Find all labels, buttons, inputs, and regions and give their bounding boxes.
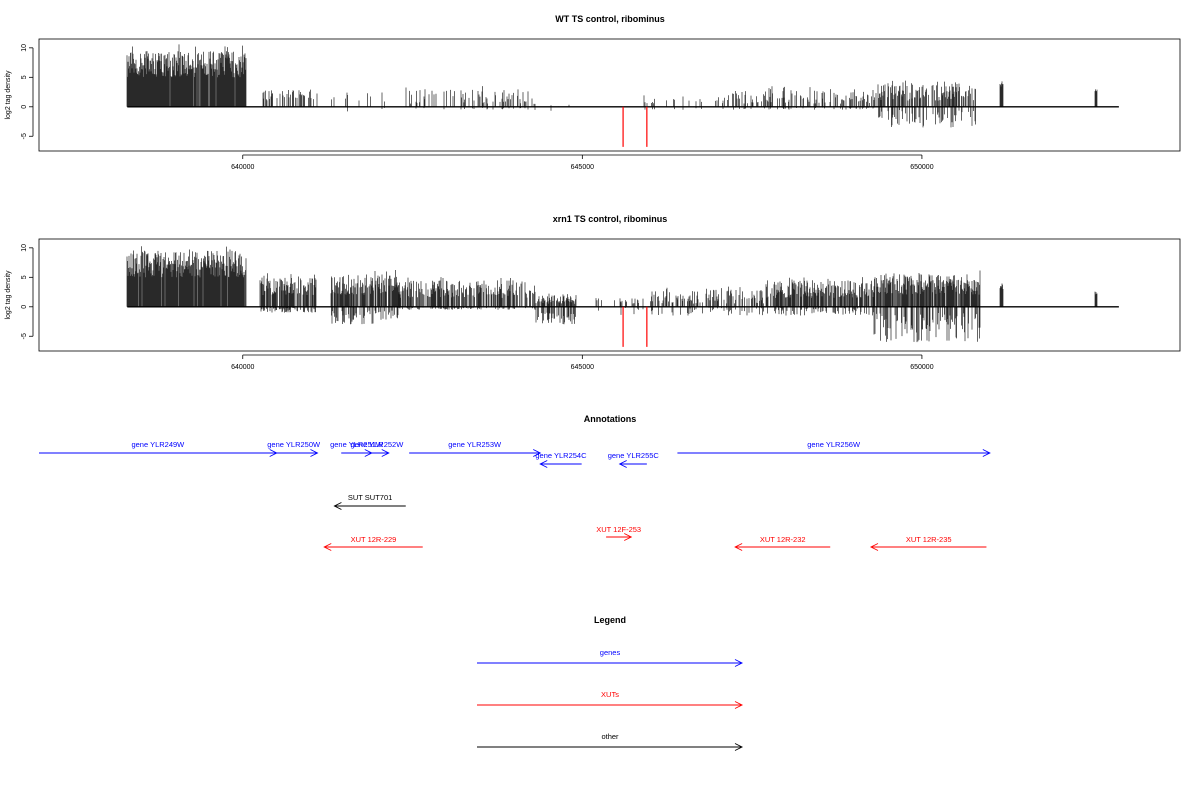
annotation-feature: XUT 12R-232 xyxy=(734,535,831,551)
wt-y-tick-label: 5 xyxy=(21,75,28,79)
annotation-label: gene YLR249W xyxy=(131,440,185,449)
xrn1-x-tick-label: 645000 xyxy=(571,364,594,371)
legend-label: other xyxy=(601,732,619,741)
annotation-arrow-head xyxy=(869,543,879,551)
legend-label: genes xyxy=(600,648,621,657)
annotation-feature: XUT 12F-253 xyxy=(596,525,641,541)
legend-label: XUTs xyxy=(601,690,619,699)
annotation-label: gene YLR253W xyxy=(448,440,502,449)
xrn1-panel: xrn1 TS control, ribominus log2 tag dens… xyxy=(5,214,1181,371)
xrn1-y-tick-label: 0 xyxy=(21,305,28,309)
annotations-track: Annotations gene YLR249W gene YLR250W gene… xyxy=(39,414,991,551)
annotations-title: Annotations xyxy=(584,414,637,424)
annotation-arrow-head xyxy=(381,449,390,457)
xrn1-signal-bars xyxy=(126,246,1119,343)
annotation-label: gene YLR252W xyxy=(350,440,404,449)
wt-y-tick-label: -5 xyxy=(21,133,28,139)
wt-y-tick-label: 0 xyxy=(21,105,28,109)
legend-item-genes: genes xyxy=(477,648,744,667)
annotation-feature: gene YLR256W xyxy=(677,440,991,457)
xrn1-y-tick-label: 5 xyxy=(21,275,28,279)
annotation-arrow-head xyxy=(333,502,342,510)
legend-item-xuts: XUTs xyxy=(477,690,744,709)
xrn1-y-axis-label: log2 tag density xyxy=(5,270,12,320)
annotation-feature: gene YLR252W xyxy=(350,440,404,457)
wt-plot-frame xyxy=(38,38,1181,152)
wt-x-tick-label: 640000 xyxy=(231,164,254,171)
annotation-label: SUT SUT701 xyxy=(348,493,392,502)
annotation-label: XUT 12R-229 xyxy=(351,535,397,544)
xrn1-marker-lines xyxy=(622,306,648,347)
legend-arrow-head xyxy=(734,743,744,751)
annotation-label: gene YLR256W xyxy=(807,440,861,449)
annotation-feature: gene YLR254C xyxy=(535,451,587,468)
annotation-feature: XUT 12R-235 xyxy=(869,535,987,551)
annotation-feature: gene YLR253W xyxy=(409,440,542,457)
xrn1-plot-frame xyxy=(38,238,1181,352)
annotation-arrow-head xyxy=(310,449,319,457)
wt-signal-bars xyxy=(126,44,1119,128)
annotation-label: gene YLR251W xyxy=(330,440,384,449)
annotation-features: gene YLR249W gene YLR250W gene YLR251Wgene… xyxy=(39,440,991,551)
annotation-arrow-head xyxy=(539,460,548,468)
annotation-label: XUT 12R-235 xyxy=(906,535,952,544)
legend-items: genes XUTs other xyxy=(477,648,744,751)
wt-x-tick-label: 645000 xyxy=(571,164,594,171)
annotation-label: gene YLR250W xyxy=(267,440,321,449)
annotation-feature: gene YLR250W xyxy=(267,440,321,457)
annotation-arrow-head xyxy=(624,533,633,541)
xrn1-y-tick-label: 10 xyxy=(21,244,28,252)
xrn1-x-tick-label: 640000 xyxy=(231,364,254,371)
wt-panel-title: WT TS control, ribominus xyxy=(555,14,665,24)
annotation-arrow-head xyxy=(982,449,991,457)
annotation-label: XUT 12R-232 xyxy=(760,535,806,544)
legend-arrow-head xyxy=(734,701,744,709)
wt-x-axis: 640000 645000 650000 xyxy=(231,154,934,171)
wt-x-tick-label: 650000 xyxy=(910,164,933,171)
annotation-feature: gene YLR255C xyxy=(608,451,660,468)
legend-item-other: other xyxy=(477,732,744,751)
annotation-label: gene YLR255C xyxy=(608,451,660,460)
legend-arrow-head xyxy=(734,659,744,667)
annotation-feature: gene YLR249W xyxy=(39,440,278,457)
legend: Legend genes XUTs other xyxy=(477,615,744,751)
wt-y-axis: -5 0 5 10 xyxy=(21,44,34,139)
annotation-arrow-head xyxy=(618,460,627,468)
xrn1-panel-title: xrn1 TS control, ribominus xyxy=(553,214,668,224)
annotation-feature: XUT 12R-229 xyxy=(323,535,423,551)
xrn1-y-axis: -5 0 5 10 xyxy=(21,244,34,339)
annotation-arrow-head xyxy=(323,543,332,551)
xrn1-x-tick-label: 650000 xyxy=(910,364,933,371)
annotation-arrow-head xyxy=(734,543,743,551)
xrn1-x-axis: 640000 645000 650000 xyxy=(231,354,934,371)
wt-marker-lines xyxy=(622,106,648,147)
legend-title: Legend xyxy=(594,615,626,625)
annotation-arrow-head xyxy=(533,449,542,457)
annotation-feature: SUT SUT701 xyxy=(333,493,406,510)
xrn1-y-tick-label: -5 xyxy=(21,333,28,339)
annotation-label: XUT 12F-253 xyxy=(596,525,641,534)
wt-y-tick-label: 10 xyxy=(21,44,28,52)
wt-y-axis-label: log2 tag density xyxy=(5,70,12,120)
annotation-label: gene YLR254C xyxy=(535,451,587,460)
wt-panel: WT TS control, ribominus log2 tag densit… xyxy=(5,14,1181,171)
